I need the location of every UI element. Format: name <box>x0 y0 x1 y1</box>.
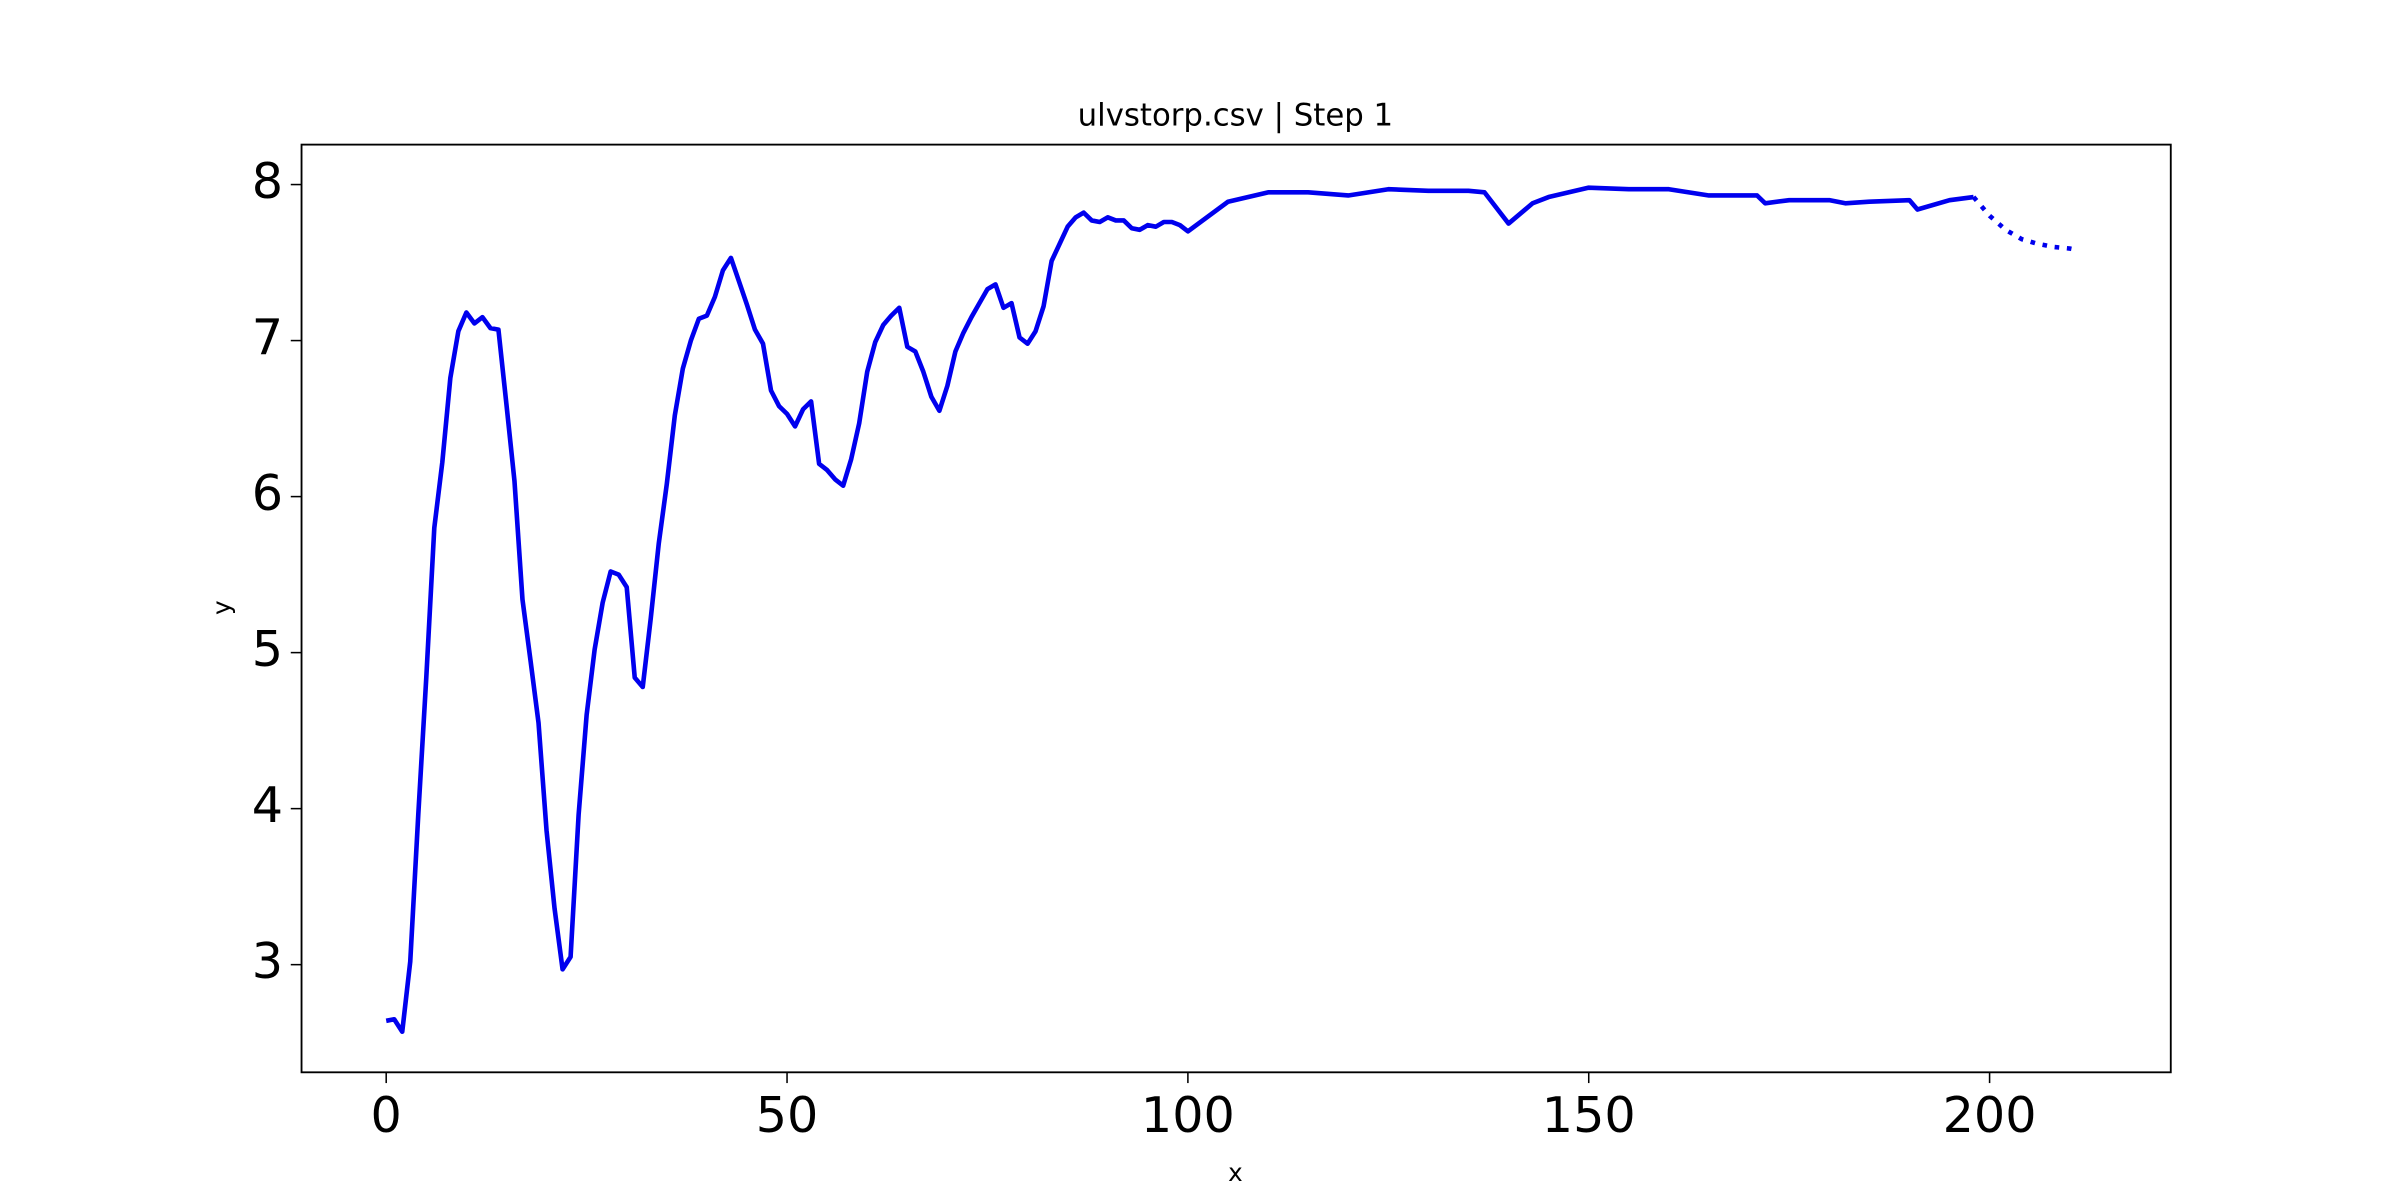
y-tick-label: 4 <box>252 776 283 834</box>
x-tick-label: 150 <box>1542 1086 1636 1144</box>
series-line <box>385 185 1974 1035</box>
x-tick-label: 50 <box>756 1086 819 1144</box>
x-tick-label: 100 <box>1141 1086 1235 1144</box>
y-tick-label: 6 <box>252 464 283 522</box>
x-tick-label: 200 <box>1943 1086 2037 1144</box>
chart-title: ulvstorp.csv | Step 1 <box>1078 97 1393 133</box>
y-tick-label: 5 <box>252 620 283 678</box>
y-tick-label: 7 <box>252 308 283 366</box>
series-line <box>1971 195 2079 253</box>
x-axis-label: x <box>1228 1158 1243 1187</box>
plot-frame <box>300 143 2172 1074</box>
y-tick-label: 3 <box>252 932 283 990</box>
y-axis-label: y <box>207 600 236 615</box>
x-tick-label: 0 <box>371 1086 402 1144</box>
y-tick-label: 8 <box>252 152 283 210</box>
